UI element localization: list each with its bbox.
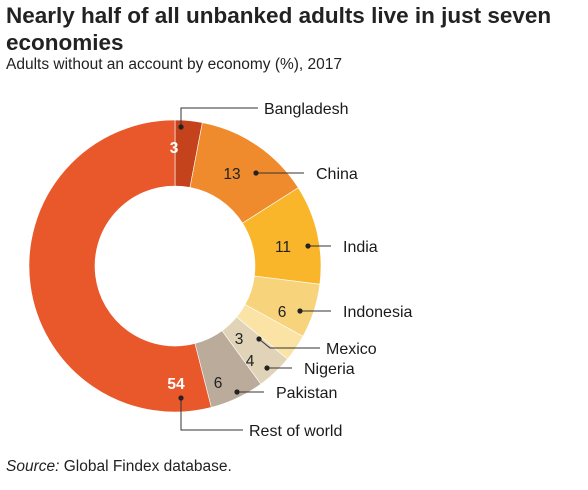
category-label-nigeria: Nigeria: [304, 361, 355, 378]
source-note: Source: Global Findex database.: [6, 458, 232, 476]
value-label-mexico: 3: [235, 331, 244, 348]
chart-title: Nearly half of all unbanked adults live …: [6, 3, 552, 55]
callout-line-mexico: [258, 338, 320, 349]
callout-dot-indonesia: [297, 308, 303, 314]
category-label-india: India: [343, 239, 378, 256]
category-label-china: China: [316, 166, 358, 183]
chart-subtitle: Adults without an account by economy (%)…: [6, 56, 343, 73]
callout-dot-india: [305, 243, 311, 249]
callout-dot-bangladesh: [178, 124, 184, 130]
callout-dot-china: [253, 170, 259, 176]
callout-dot-rest-of-world: [178, 395, 184, 401]
source-text: Global Findex database.: [59, 458, 232, 475]
value-label-china: 13: [223, 166, 240, 183]
donut-slices: [28, 119, 322, 413]
source-label: Source:: [6, 458, 60, 475]
value-label-india: 11: [275, 239, 291, 256]
category-label-rest-of-world: Rest of world: [249, 423, 342, 440]
callout-dot-mexico: [256, 336, 262, 342]
category-label-pakistan: Pakistan: [276, 385, 337, 402]
category-label-mexico: Mexico: [326, 341, 377, 358]
callout-dot-nigeria: [264, 365, 270, 371]
value-label-bangladesh: 3: [170, 140, 179, 157]
value-label-pakistan: 6: [214, 375, 223, 392]
callout-lines: [178, 107, 331, 431]
callout-dot-pakistan: [234, 389, 240, 395]
category-label-indonesia: Indonesia: [343, 304, 412, 321]
value-label-indonesia: 6: [278, 304, 287, 321]
slice-rest-of-world: [28, 119, 212, 413]
category-labels: Bangladesh China India Indonesia Mexico Niger…: [249, 101, 412, 440]
value-label-nigeria: 4: [246, 353, 255, 370]
callout-line-bangladesh: [180, 107, 258, 127]
callout-line-rest-of-world: [180, 398, 243, 431]
category-label-bangladesh: Bangladesh: [264, 101, 349, 118]
value-label-rest-of-world: 54: [167, 376, 185, 393]
